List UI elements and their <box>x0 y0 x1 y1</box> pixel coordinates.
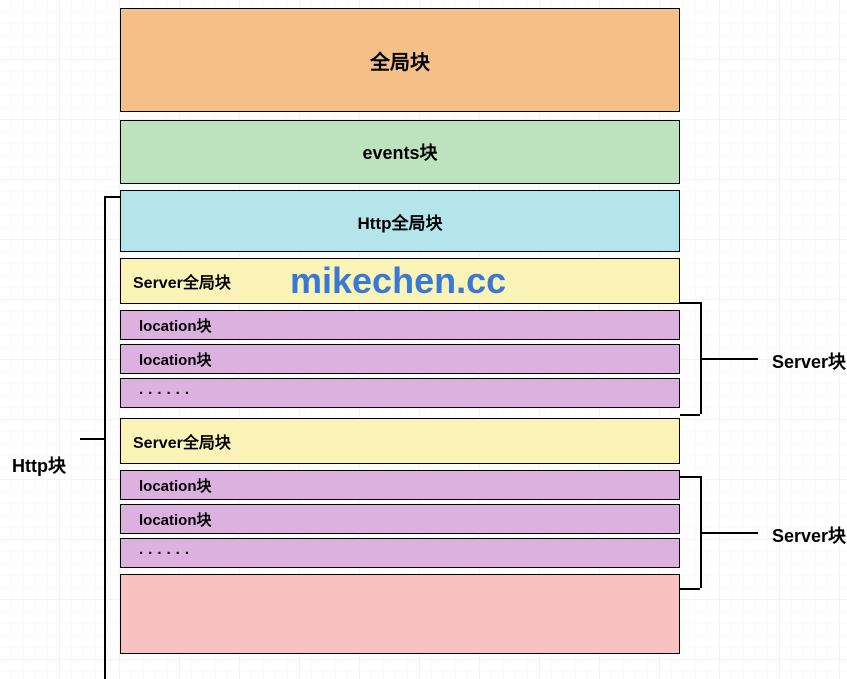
http-bracket-seg <box>104 196 106 438</box>
server-bracket-seg-2 <box>680 476 700 478</box>
server-bracket-seg-1 <box>700 358 702 414</box>
server-bracket-seg-2 <box>700 476 702 532</box>
server-bracket-label-2: Server块 <box>772 522 846 548</box>
block-server2-loc2: location块 <box>120 504 680 534</box>
block-server1-more: · · · · · · <box>120 378 680 408</box>
server-bracket-seg-1 <box>700 302 702 358</box>
block-footer <box>120 574 680 654</box>
http-bracket-seg <box>80 438 104 440</box>
block-global: 全局块 <box>120 8 680 112</box>
server-bracket-label-1: Server块 <box>772 348 846 374</box>
server-bracket-seg-2 <box>680 588 700 590</box>
block-server1-loc2: location块 <box>120 344 680 374</box>
block-server2-loc1: location块 <box>120 470 680 500</box>
block-events: events块 <box>120 120 680 184</box>
server-bracket-seg-2 <box>700 532 758 534</box>
block-server1-loc1: location块 <box>120 310 680 340</box>
http-bracket-label: Http块 <box>12 452 66 478</box>
block-server2-more: · · · · · · <box>120 538 680 568</box>
block-server1-global: Server全局块 <box>120 258 680 304</box>
server-bracket-seg-1 <box>680 302 700 304</box>
server-bracket-seg-2 <box>700 532 702 588</box>
http-bracket-seg <box>104 196 120 198</box>
block-server2-global: Server全局块 <box>120 418 680 464</box>
server-bracket-seg-1 <box>680 414 700 416</box>
http-bracket-seg <box>104 438 106 679</box>
server-bracket-seg-1 <box>700 358 758 360</box>
block-http-global: Http全局块 <box>120 190 680 252</box>
block-stack: 全局块 events块Http全局块 Server全局块 location块 locat… <box>120 8 680 654</box>
